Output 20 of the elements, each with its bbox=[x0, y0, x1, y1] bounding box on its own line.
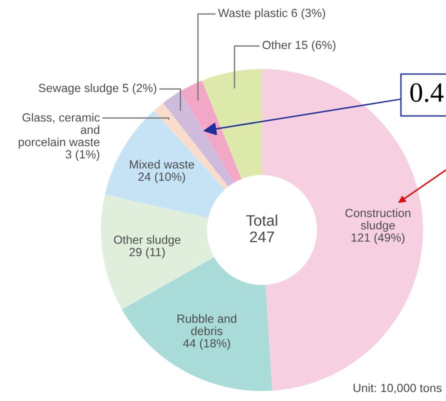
data-label: 121 (49%) bbox=[352, 233, 404, 244]
slice-label: Rubble and debris bbox=[178, 314, 236, 336]
slice-label: Other sludge bbox=[114, 235, 181, 246]
data-label: 24 (10%) bbox=[138, 172, 186, 184]
donut-slice bbox=[122, 257, 272, 391]
slice-label: Glass, ceramic and porcelain waste bbox=[18, 113, 100, 149]
slice-label: Construction sludge bbox=[345, 208, 410, 232]
donut-slice bbox=[202, 69, 262, 179]
donut-slice bbox=[101, 194, 214, 310]
slice-label: Waste plastic 6 (3%) bbox=[218, 8, 326, 20]
text: Unit: 10,000 tons bbox=[354, 383, 442, 394]
donut-slice bbox=[104, 110, 226, 218]
slice-label: Mixed waste bbox=[130, 160, 194, 169]
text: Total 247 bbox=[246, 214, 278, 242]
slice-label: Other 15 (6%) bbox=[262, 40, 336, 52]
data-label: 44 (18%) bbox=[183, 338, 230, 350]
data-label: 3 (1%) bbox=[66, 150, 100, 161]
slice-label: Sewage sludge 5 (2%) bbox=[38, 84, 156, 94]
data-label: 29 (11) bbox=[130, 248, 165, 259]
text: 0.4 bbox=[410, 83, 444, 102]
